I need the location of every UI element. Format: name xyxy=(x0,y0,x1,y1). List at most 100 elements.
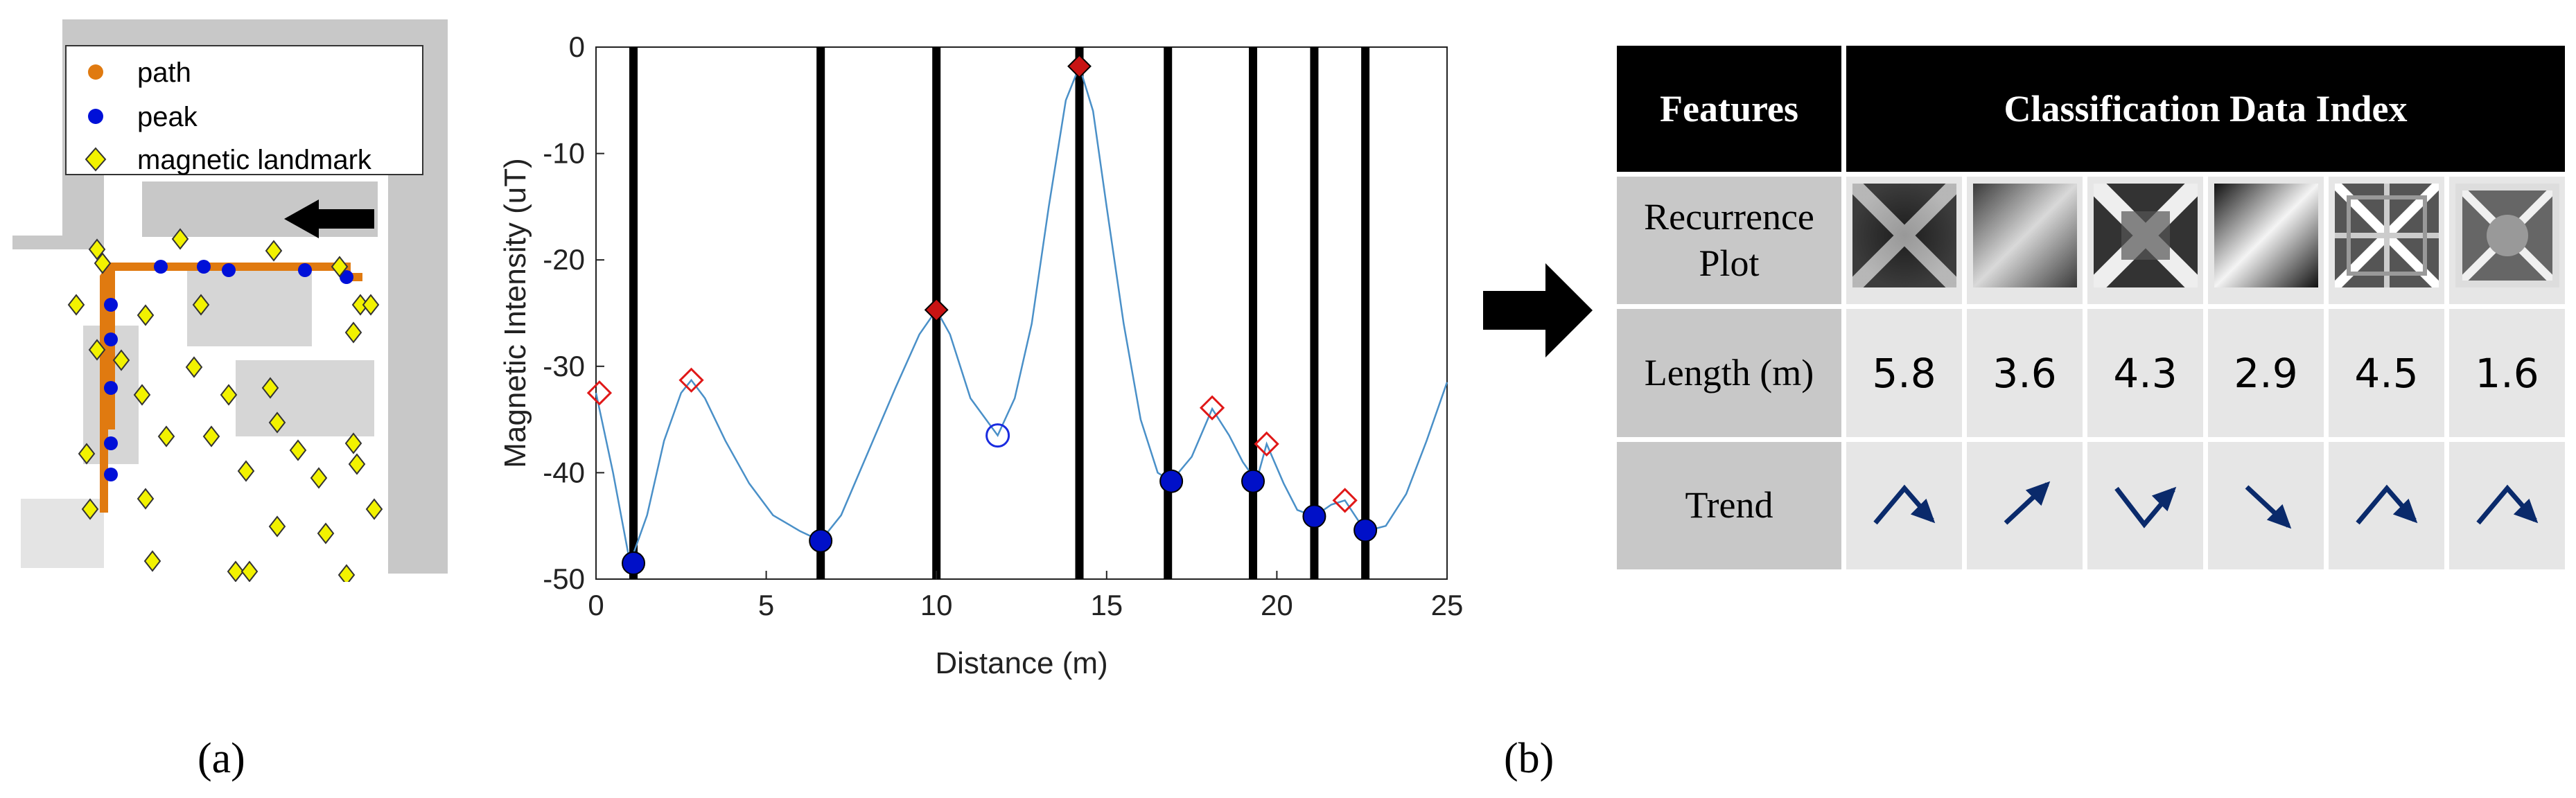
length-value-3: 4.3 xyxy=(2087,309,2203,437)
landmark-peak-marker xyxy=(1067,54,1092,79)
map-peak-dot xyxy=(104,436,118,450)
landmark-candidate-marker xyxy=(678,367,704,393)
y-tick-label: -30 xyxy=(543,350,585,382)
transition-arrow xyxy=(1483,263,1593,357)
trend-icon-6 xyxy=(2449,441,2565,569)
recurrence-plot-2 xyxy=(1967,177,2083,305)
trend-icon-3 xyxy=(2087,441,2203,569)
valley-point-marker xyxy=(809,529,833,553)
map-landmark-diamond xyxy=(310,467,328,489)
panel-b-label: (b) xyxy=(1504,735,1554,782)
map-landmark-diamond xyxy=(202,425,220,447)
x-tick-label: 10 xyxy=(920,589,953,621)
map-peak-dot xyxy=(104,332,118,346)
length-value-4: 2.9 xyxy=(2208,309,2324,437)
y-tick-label: -10 xyxy=(543,137,585,170)
recurrence-plot-3 xyxy=(2087,177,2204,305)
landmark-peak-marker xyxy=(924,297,949,322)
map-landmark-diamond xyxy=(365,498,383,520)
map-landmark-diamond xyxy=(81,498,99,520)
y-tick-label: -20 xyxy=(543,243,585,276)
valley-point-marker xyxy=(1302,504,1326,529)
map-landmark-diamond xyxy=(94,252,112,274)
header-features: Features xyxy=(1617,46,1841,172)
row-label-trend: Trend xyxy=(1617,441,1841,569)
landmark-candidate-marker xyxy=(1254,431,1279,457)
valley-point-marker xyxy=(1241,469,1265,493)
map-landmark-diamond xyxy=(112,349,130,371)
legend-path-marker xyxy=(88,64,103,80)
trend-icon-1 xyxy=(1846,441,1962,569)
map-landmark-diamond xyxy=(143,550,161,572)
map-peak-dot xyxy=(197,260,211,274)
map-landmark-diamond xyxy=(220,384,238,406)
magnetic-intensity-chart: 0 5 10 15 20 250-10-20-30-40-50 Distance (m) … xyxy=(498,30,1463,680)
map-peak-dot xyxy=(298,263,312,277)
legend-landmark-label: magnetic landmark xyxy=(137,145,372,175)
map-landmark-diamond xyxy=(88,238,106,260)
map-landmark-diamond xyxy=(331,256,349,278)
legend-landmark-marker xyxy=(85,147,107,172)
panel-a-map: path peak magnetic landmark xyxy=(12,19,448,582)
valley-point-marker xyxy=(1353,518,1378,542)
length-value-6: 1.6 xyxy=(2449,309,2565,437)
recurrence-plot-1 xyxy=(1846,177,1962,305)
map-landmark-diamond xyxy=(157,425,175,447)
map-landmark-diamond xyxy=(171,228,189,250)
y-tick-label: -50 xyxy=(543,562,585,595)
y-tick-label: 0 xyxy=(569,30,585,63)
classification-table: Features Classification Data Index Recur… xyxy=(1617,46,2575,579)
map-peak-dot xyxy=(104,468,118,481)
x-tick-label: 15 xyxy=(1090,589,1123,621)
map-landmark-diamond xyxy=(133,384,151,406)
series-line xyxy=(595,63,1448,567)
y-tick-label: -40 xyxy=(543,456,585,488)
peak-markers xyxy=(104,260,353,481)
legend-peak-marker xyxy=(88,109,103,124)
left-arrow-icon xyxy=(284,200,374,238)
plot-area xyxy=(595,46,1448,580)
map-landmark-diamond xyxy=(317,522,335,544)
header-classification-index: Classification Data Index xyxy=(1846,46,2565,172)
trend-icon-4 xyxy=(2208,441,2324,569)
legend-path-label: path xyxy=(137,57,191,88)
map-landmark-diamond xyxy=(265,240,283,262)
map-landmark-diamond xyxy=(338,564,356,582)
map-landmark-diamond xyxy=(344,432,362,454)
x-tick-label: 5 xyxy=(758,589,774,621)
x-tick-label: 20 xyxy=(1261,589,1293,621)
recurrence-plot-6 xyxy=(2448,177,2566,305)
landmark-markers xyxy=(67,228,383,582)
legend-box xyxy=(65,45,423,175)
row-label-recurrence: Recurrence Plot xyxy=(1617,177,1841,305)
map-landmark-diamond xyxy=(88,339,106,361)
panel-a-caption: (a) xyxy=(198,735,245,782)
landmark-candidate-marker xyxy=(586,380,613,406)
map-landmark-diamond xyxy=(192,294,210,316)
x-tick-label: 0 xyxy=(588,589,604,621)
landmark-candidate-marker xyxy=(1199,395,1225,420)
map-peak-dot xyxy=(104,298,118,312)
panel-b-caption: (b) xyxy=(1504,735,1554,782)
open-circle-marker xyxy=(985,423,1010,448)
map-peak-dot xyxy=(340,270,353,284)
valley-point-marker xyxy=(1159,469,1184,493)
map-peak-dot xyxy=(222,263,236,277)
map-landmark-diamond xyxy=(268,515,286,538)
map-peak-dot xyxy=(104,381,118,395)
right-arrow-icon xyxy=(1483,263,1593,357)
map-landmark-diamond xyxy=(137,304,155,326)
map-landmark-diamond xyxy=(344,321,362,344)
map-landmark-diamond xyxy=(268,411,286,434)
recurrence-plot-4 xyxy=(2208,177,2324,305)
map-landmark-diamond xyxy=(137,488,155,510)
map-peak-dot xyxy=(154,260,168,274)
map-landmark-diamond xyxy=(348,453,366,475)
map-landmark-diamond xyxy=(362,294,380,316)
row-label-length: Length (m) xyxy=(1617,309,1841,437)
landmark-candidate-marker xyxy=(1332,488,1358,513)
length-value-2: 3.6 xyxy=(1967,309,2083,437)
map-landmark-diamond xyxy=(237,460,255,482)
recurrence-plot-5 xyxy=(2329,177,2444,305)
trend-icon-2 xyxy=(1967,441,2083,569)
